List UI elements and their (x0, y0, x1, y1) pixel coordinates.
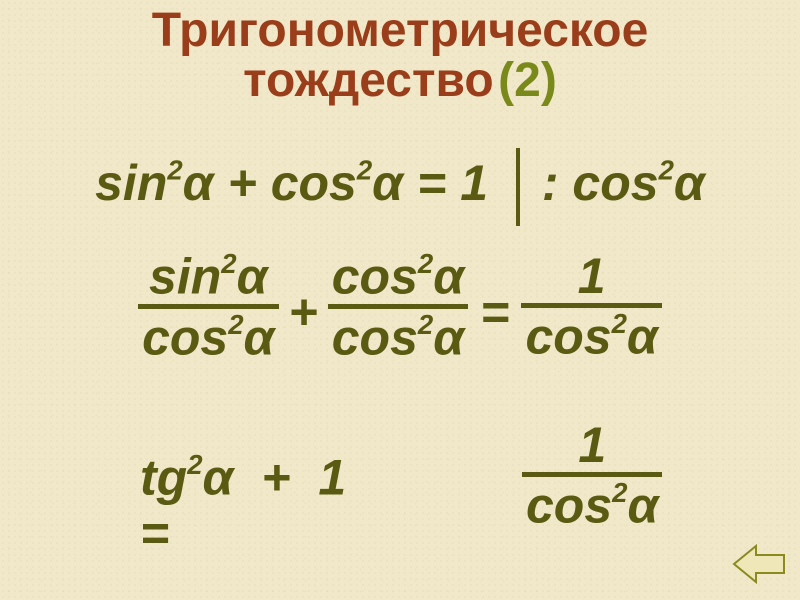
fraction-numerator: 1 (572, 251, 612, 303)
slide-title: Тригонометрическое тождество (2) (0, 0, 800, 107)
title-line1: Тригонометрическое (152, 4, 649, 57)
plus: + (228, 155, 257, 211)
colon: : (542, 155, 559, 211)
exponent: 2 (167, 155, 182, 186)
cos-text: cos (572, 155, 658, 211)
identity-line-2: sin2α cos2α + cos2α cos2α = 1 cos2α (0, 250, 800, 362)
alpha: α (372, 155, 403, 211)
alpha: α (674, 155, 705, 211)
fraction-4: 1 cos2α (520, 420, 664, 531)
alpha: α (183, 155, 214, 211)
equals: = (140, 505, 169, 561)
identity-line-1: sin2α + cos2α = 1 : cos2α (0, 148, 800, 226)
equals: = (417, 155, 446, 211)
title-number: (2) (498, 54, 557, 107)
back-arrow-button[interactable] (732, 542, 786, 586)
fraction-denominator: cos2α (326, 309, 470, 363)
title-line2: тождество (243, 54, 494, 107)
fraction-denominator: cos2α (520, 477, 664, 531)
vertical-divider (516, 148, 520, 226)
cos-text: cos (271, 155, 357, 211)
one: 1 (460, 155, 488, 211)
fraction-numerator: sin2α (143, 250, 274, 304)
lhs-expression: tg2α + 1 = (140, 450, 346, 561)
exponent: 2 (659, 155, 674, 186)
fraction-3: 1 cos2α (519, 251, 663, 362)
sin-text: sin (95, 155, 167, 211)
fraction-2: cos2α cos2α (326, 250, 470, 362)
fraction-denominator: cos2α (136, 309, 280, 363)
fraction-numerator: cos2α (326, 250, 470, 304)
fraction-denominator: cos2α (519, 308, 663, 362)
fraction-numerator: 1 (572, 420, 612, 472)
exponent: 2 (357, 155, 372, 186)
plus: + (281, 283, 326, 341)
back-arrow-icon (732, 542, 786, 586)
equals: = (470, 283, 519, 341)
fraction-1: sin2α cos2α (136, 250, 280, 362)
